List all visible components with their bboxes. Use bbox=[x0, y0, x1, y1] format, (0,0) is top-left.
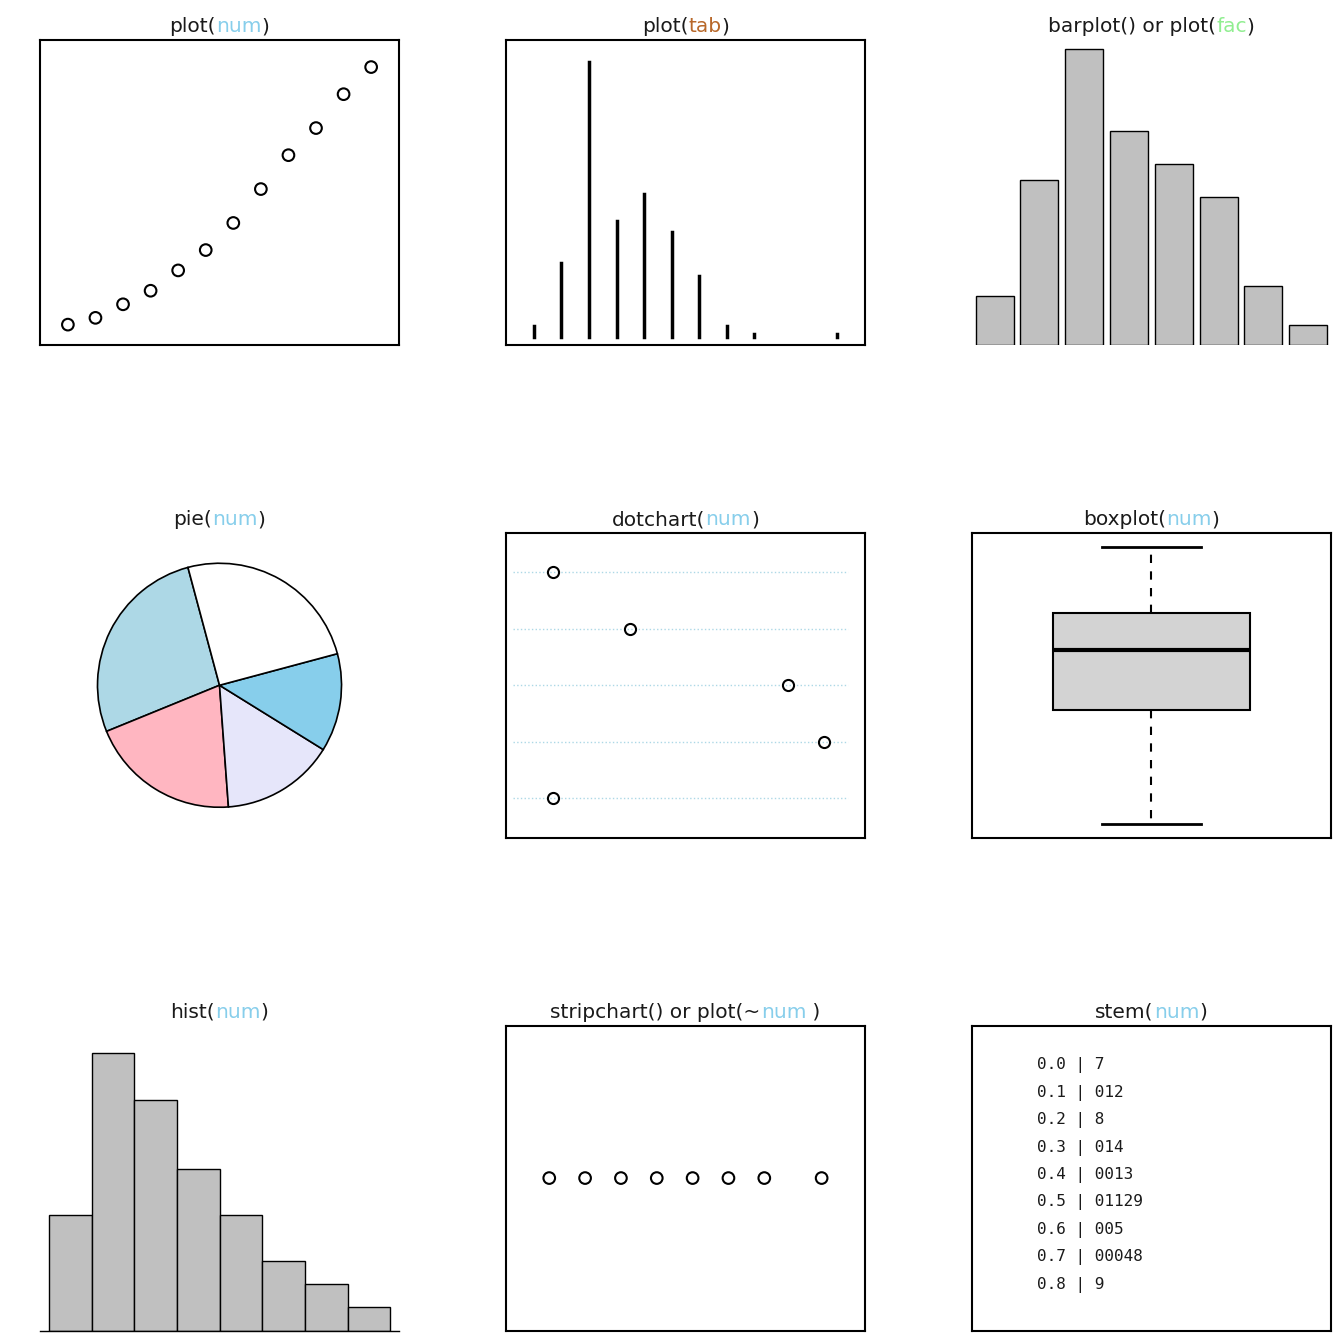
Text: 0.8 | 9: 0.8 | 9 bbox=[1036, 1277, 1103, 1293]
Wedge shape bbox=[106, 685, 228, 808]
Text: hist(: hist( bbox=[171, 1003, 215, 1021]
Bar bbox=[262, 1261, 305, 1331]
Text: num: num bbox=[706, 509, 751, 530]
Bar bbox=[1245, 286, 1282, 345]
Text: stripchart() or plot(~: stripchart() or plot(~ bbox=[551, 1003, 761, 1021]
Text: 0.3 | 014: 0.3 | 014 bbox=[1036, 1140, 1124, 1156]
Text: ): ) bbox=[258, 509, 266, 530]
Text: boxplot(: boxplot( bbox=[1083, 509, 1167, 530]
Text: 0.0 | 7: 0.0 | 7 bbox=[1036, 1058, 1103, 1074]
Text: ): ) bbox=[1212, 509, 1219, 530]
PathPatch shape bbox=[1052, 613, 1250, 711]
Text: 0.1 | 012: 0.1 | 012 bbox=[1036, 1085, 1124, 1101]
Point bbox=[278, 144, 300, 165]
Text: pie(: pie( bbox=[173, 509, 212, 530]
Bar bbox=[48, 1215, 91, 1331]
Bar bbox=[1066, 48, 1103, 345]
Text: 0.5 | 01129: 0.5 | 01129 bbox=[1036, 1195, 1142, 1211]
Text: num: num bbox=[215, 1003, 261, 1021]
Text: plot(: plot( bbox=[641, 17, 688, 36]
Point bbox=[140, 280, 161, 301]
Text: 0.4 | 0013: 0.4 | 0013 bbox=[1036, 1167, 1133, 1183]
Bar bbox=[1199, 198, 1238, 345]
Point bbox=[646, 1168, 668, 1189]
Text: ): ) bbox=[262, 17, 269, 36]
Wedge shape bbox=[219, 685, 323, 806]
Text: num: num bbox=[1167, 509, 1212, 530]
Text: stem(: stem( bbox=[1095, 1003, 1154, 1021]
Text: num: num bbox=[761, 1003, 806, 1021]
Bar bbox=[1020, 180, 1059, 345]
Bar bbox=[1289, 325, 1327, 345]
Bar bbox=[134, 1099, 177, 1331]
Point bbox=[250, 179, 271, 200]
Text: 0.7 | 00048: 0.7 | 00048 bbox=[1036, 1250, 1142, 1265]
Point bbox=[58, 314, 79, 336]
Text: num: num bbox=[1154, 1003, 1199, 1021]
Point bbox=[718, 1168, 739, 1189]
Point bbox=[113, 293, 134, 314]
Wedge shape bbox=[188, 563, 337, 685]
Point bbox=[539, 1168, 560, 1189]
Wedge shape bbox=[98, 567, 219, 731]
Point bbox=[333, 83, 355, 105]
Text: ): ) bbox=[806, 1003, 820, 1021]
Point bbox=[754, 1168, 775, 1189]
Bar bbox=[91, 1054, 134, 1331]
Point bbox=[681, 1168, 703, 1189]
Text: ): ) bbox=[722, 17, 730, 36]
Bar bbox=[348, 1308, 390, 1331]
Bar bbox=[1154, 164, 1193, 345]
Text: 0.2 | 8: 0.2 | 8 bbox=[1036, 1111, 1103, 1128]
Text: ): ) bbox=[261, 1003, 269, 1021]
Point bbox=[223, 212, 245, 234]
Point bbox=[360, 56, 382, 78]
Text: ): ) bbox=[1199, 1003, 1207, 1021]
Text: 0.6 | 005: 0.6 | 005 bbox=[1036, 1222, 1124, 1238]
Text: barplot() or plot(: barplot() or plot( bbox=[1048, 17, 1216, 36]
Bar bbox=[219, 1215, 262, 1331]
Point bbox=[574, 1168, 595, 1189]
Wedge shape bbox=[219, 653, 341, 750]
Text: num: num bbox=[216, 17, 262, 36]
Point bbox=[305, 117, 327, 138]
Point bbox=[810, 1168, 832, 1189]
Point bbox=[168, 259, 190, 281]
Text: fac: fac bbox=[1216, 17, 1247, 36]
Text: tab: tab bbox=[688, 17, 722, 36]
Point bbox=[85, 306, 106, 328]
Text: ): ) bbox=[751, 509, 759, 530]
Bar bbox=[177, 1169, 219, 1331]
Text: ): ) bbox=[1247, 17, 1254, 36]
Text: num: num bbox=[212, 509, 258, 530]
Bar bbox=[305, 1285, 348, 1331]
Text: plot(: plot( bbox=[169, 17, 216, 36]
Text: dotchart(: dotchart( bbox=[612, 509, 706, 530]
Point bbox=[610, 1168, 632, 1189]
Bar bbox=[1110, 132, 1148, 345]
Bar bbox=[976, 296, 1013, 345]
Point bbox=[195, 239, 216, 261]
